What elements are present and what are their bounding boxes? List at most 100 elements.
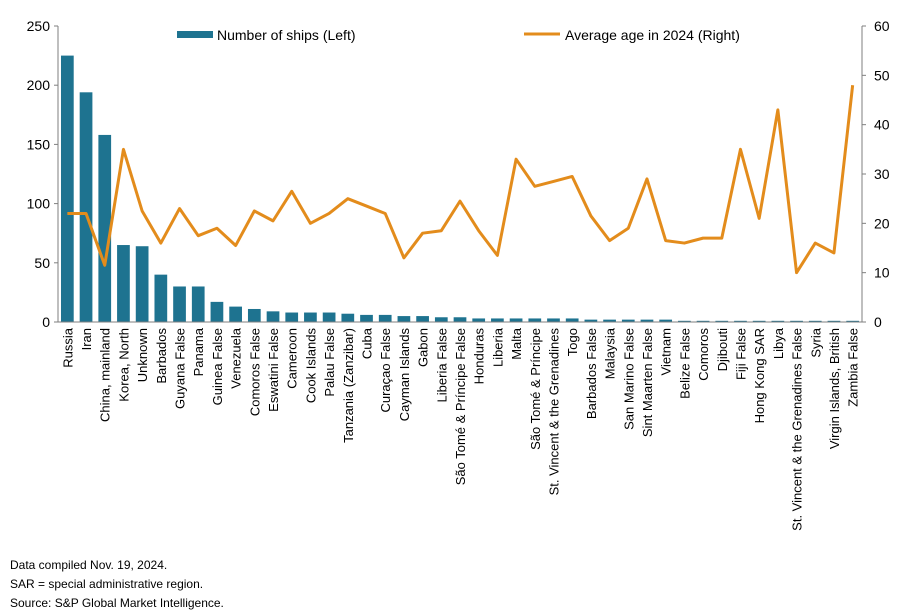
legend-bar-swatch [177, 31, 213, 38]
category-label: Libya [771, 327, 786, 359]
bar [696, 320, 710, 322]
left-tick-label: 200 [27, 77, 51, 93]
category-label: Togo [565, 328, 580, 356]
category-label: Russia [60, 327, 75, 368]
bar [322, 312, 336, 322]
category-label: Malta [509, 327, 524, 360]
legend-line-label: Average age in 2024 (Right) [565, 27, 740, 43]
category-label: St. Vincent & the Grenadines [546, 328, 561, 496]
bar [360, 314, 373, 322]
category-label: Guyana False [173, 328, 188, 409]
category-label: Unknown [135, 328, 150, 382]
average-age-line [67, 85, 855, 275]
bar [734, 320, 747, 322]
category-label: São Tomé & Príncipe [528, 328, 543, 450]
right-tick-label: 60 [874, 18, 890, 34]
right-tick-label: 40 [874, 117, 890, 133]
left-tick-label: 150 [27, 136, 51, 152]
legend-bar-label: Number of ships (Left) [217, 27, 356, 43]
category-label: Curaçao False [378, 328, 393, 413]
category-label: Syria [808, 327, 823, 357]
category-label: Malaysia [603, 327, 618, 379]
note-sar: SAR = special administrative region. [10, 577, 204, 591]
legend: Number of ships (Left) Average age in 20… [177, 27, 740, 43]
right-tick-label: 0 [874, 314, 882, 330]
chart: 0 50 100 150 200 250 0 10 20 30 40 50 60 Russia Iran… [27, 18, 890, 531]
right-tick-label: 20 [874, 215, 890, 231]
bar [173, 286, 186, 322]
note-data-compiled: Data compiled Nov. 19, 2024. [10, 558, 168, 572]
bar [603, 319, 616, 322]
bar [472, 318, 486, 322]
category-label: Sint Maarten False [640, 328, 655, 437]
category-label: Liberia False [434, 328, 449, 402]
bar [678, 320, 691, 322]
left-tick-label: 100 [27, 196, 51, 212]
bar [341, 313, 355, 322]
bar [60, 55, 74, 322]
category-label: Guinea False [210, 328, 225, 405]
bar [98, 134, 112, 322]
right-axis: 0 10 20 30 40 50 60 [861, 18, 890, 330]
category-label: Comoros [696, 328, 711, 381]
bar [659, 319, 673, 322]
bar [378, 314, 392, 322]
left-tick-label: 250 [27, 18, 51, 34]
bar [434, 317, 448, 322]
bar [509, 318, 523, 322]
bar [453, 317, 467, 322]
right-tick-label: 10 [874, 265, 890, 281]
bar [135, 246, 149, 322]
bar [528, 318, 542, 322]
bar [416, 316, 429, 322]
bar [621, 319, 635, 322]
line-series [67, 85, 855, 275]
bar [285, 312, 299, 322]
category-label: São Tomé & Príncipe False [453, 328, 468, 485]
category-label: Cuba [360, 327, 375, 359]
bar [790, 320, 803, 322]
bar [715, 320, 729, 322]
category-label: Cayman Islands [397, 328, 412, 422]
bar [117, 245, 130, 322]
category-label: Liberia [490, 327, 505, 367]
category-label: Venezuela [229, 327, 244, 388]
left-tick-label: 0 [42, 314, 50, 330]
category-label: Panama [191, 327, 206, 376]
bar [79, 92, 93, 322]
category-label: Palau False [322, 328, 337, 397]
left-tick-label: 50 [34, 255, 50, 271]
category-label: Honduras [472, 328, 487, 385]
category-label: Djibouti [715, 328, 730, 371]
bar [191, 286, 205, 322]
bar [771, 320, 785, 322]
category-label: Cameroon [285, 328, 300, 389]
category-label: Gabon [416, 328, 431, 367]
category-label: China, mainland [98, 328, 113, 422]
bar [584, 319, 598, 322]
category-label: Hong Kong SAR [752, 328, 767, 423]
note-source: Source: S&P Global Market Intelligence. [10, 596, 224, 610]
category-label: Iran [79, 328, 94, 350]
category-label: Barbados [154, 328, 169, 384]
x-axis: Russia Iran China, mainland Korea, North Unk… [58, 321, 862, 531]
category-label: Comoros False [247, 328, 262, 416]
category-label: San Marino False [621, 328, 636, 430]
category-label: Zambia False [846, 328, 861, 407]
category-label: Cook Islands [303, 328, 318, 404]
category-label: Tanzania (Zanzibar) [341, 328, 356, 443]
category-label: Korea, North [116, 328, 131, 402]
bar [846, 320, 860, 322]
bar [808, 320, 822, 322]
bar [304, 312, 317, 322]
bar [752, 320, 766, 322]
left-axis: 0 50 100 150 200 250 [27, 18, 59, 330]
category-label: Eswatini False [266, 328, 281, 412]
bar [827, 320, 841, 322]
category-label: Barbados False [584, 328, 599, 419]
bar [210, 301, 224, 322]
bar [229, 306, 242, 322]
bar [491, 318, 504, 322]
bar-series [60, 55, 860, 322]
bar [266, 311, 280, 322]
